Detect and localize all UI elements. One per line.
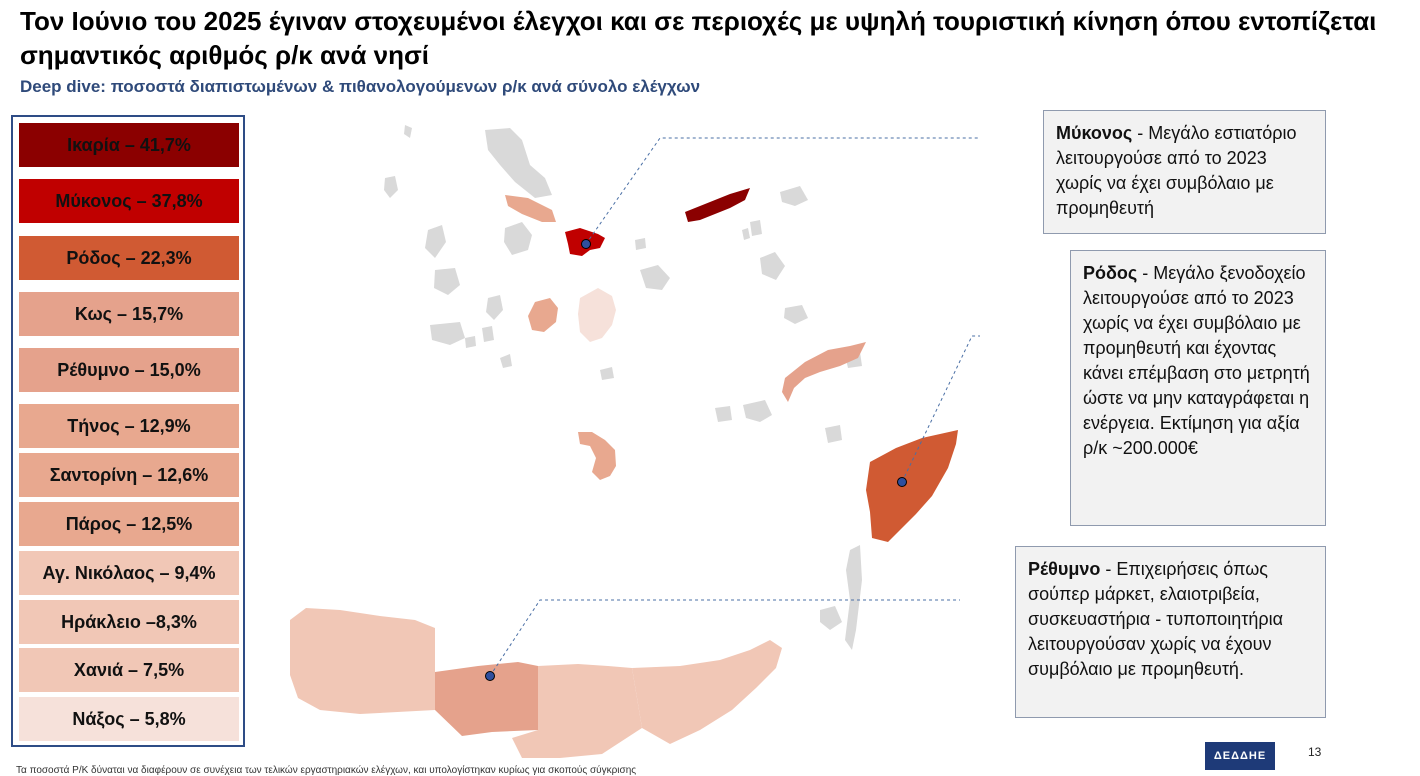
callout-rethymno-name: Ρέθυμνο — [1028, 559, 1101, 579]
leader-line-mykonos — [585, 137, 980, 245]
island-paros — [528, 298, 558, 332]
island-milos — [430, 322, 465, 345]
legend-label: Χανιά – 7,5% — [73, 659, 185, 680]
marker-mykonos — [581, 239, 591, 249]
island-naxos — [578, 288, 616, 342]
island-amorgos — [640, 265, 670, 290]
legend-item-rethymno: Ρέθυμνο – 15,0% — [19, 348, 239, 392]
island-astypalaia — [743, 400, 772, 422]
island-syros — [504, 222, 532, 255]
legend-label: Πάρος – 12,5% — [65, 513, 193, 534]
callout-rethymno-text: - Επιχειρήσεις όπως σούπερ μάρκετ, ελαιο… — [1028, 559, 1284, 679]
legend-item-heraklion: Ηράκλειο –8,3% — [19, 600, 239, 644]
legend-label: Κως – 15,7% — [74, 303, 184, 324]
legend-item-santorini: Σαντορίνη – 12,6% — [19, 453, 239, 497]
legend-box: Ικαρία – 41,7% Μύκονος – 37,8% Ρόδος – 2… — [11, 115, 245, 747]
island-samos-tip — [780, 186, 808, 206]
crete-rethymno — [435, 662, 538, 736]
callout-rethymno: Ρέθυμνο - Επιχειρήσεις όπως σούπερ μάρκε… — [1015, 546, 1326, 718]
island-evia-tip — [404, 125, 412, 138]
island-kea — [384, 176, 398, 198]
marker-rhodes — [897, 477, 907, 487]
crete-heraklion — [512, 664, 642, 758]
legend-label: Σαντορίνη – 12,6% — [49, 464, 209, 485]
callout-mykonos: Μύκονος - Μεγάλο εστιατόριο λειτουργούσε… — [1043, 110, 1326, 234]
island-sifnos — [486, 295, 503, 320]
island-ikaria — [685, 188, 750, 222]
island-folegandros — [465, 336, 476, 348]
company-logo: ΔΕΔΔΗΕ — [1205, 742, 1275, 770]
island-tilos — [825, 425, 842, 443]
island-kasos — [820, 606, 842, 630]
legend-item-rhodes: Ρόδος – 22,3% — [19, 236, 239, 280]
legend-item-tinos: Τήνος – 12,9% — [19, 404, 239, 448]
legend-item-kos: Κως – 15,7% — [19, 292, 239, 336]
legend-item-chania: Χανιά – 7,5% — [19, 648, 239, 692]
island-rhodes — [866, 430, 958, 542]
island-small-1 — [482, 326, 494, 342]
page-number: 13 — [1308, 745, 1322, 759]
legend-item-ikaria: Ικαρία – 41,7% — [19, 123, 239, 167]
island-patmos — [750, 220, 762, 236]
island-kalymnos — [784, 305, 808, 324]
logo-text: ΔΕΔΔΗΕ — [1213, 750, 1267, 762]
leader-line-rethymno — [489, 599, 960, 677]
legend-label: Μύκονος – 37,8% — [55, 190, 203, 211]
callout-rhodes-name: Ρόδος — [1083, 263, 1138, 283]
crete-chania — [290, 608, 435, 714]
island-kythnos — [425, 225, 446, 258]
island-ios-small — [600, 367, 614, 380]
legend-label: Ρόδος – 22,3% — [66, 247, 192, 268]
island-santorini — [578, 432, 616, 480]
island-small-2 — [500, 354, 512, 368]
legend-label: Αγ. Νικόλαος – 9,4% — [42, 562, 216, 583]
legend-item-naxos: Νάξος – 5,8% — [19, 697, 239, 741]
crete-agnikolaos — [632, 640, 782, 744]
legend-item-agnikolaos: Αγ. Νικόλαος – 9,4% — [19, 551, 239, 595]
legend-label: Ρέθυμνο – 15,0% — [57, 359, 201, 380]
callout-mykonos-text: - Μεγάλο εστιατόριο λειτουργούσε από το … — [1056, 123, 1297, 218]
leader-lines — [489, 137, 980, 677]
legend-item-paros: Πάρος – 12,5% — [19, 502, 239, 546]
page-title: Τον Ιούνιο του 2025 έγιναν στοχευμένοι έ… — [20, 6, 1377, 70]
footnote: Τα ποσοστά Ρ/Κ δύναται να διαφέρουν σε σ… — [16, 765, 637, 776]
page-subtitle: Deep dive: ποσοστά διαπιστωμένων & πιθαν… — [20, 77, 701, 96]
island-andros — [485, 128, 552, 198]
island-lipsi — [742, 228, 750, 240]
island-nisyros — [715, 406, 732, 422]
island-karpathos — [845, 545, 862, 650]
island-leros — [760, 252, 785, 280]
callout-mykonos-name: Μύκονος — [1056, 123, 1133, 143]
callout-rhodes: Ρόδος - Μεγάλο ξενοδοχείο λειτουργούσε α… — [1070, 250, 1326, 526]
island-serifos — [434, 268, 460, 295]
legend-label: Ικαρία – 41,7% — [67, 134, 191, 155]
legend-label: Νάξος – 5,8% — [72, 708, 186, 729]
island-donousa — [635, 238, 646, 250]
island-kos — [782, 342, 866, 402]
gray-islands — [384, 125, 862, 650]
aegean-islands-map — [290, 125, 980, 758]
callout-rhodes-text: - Μεγάλο ξενοδοχείο λειτουργούσε από το … — [1083, 263, 1310, 458]
legend-label: Τήνος – 12,9% — [67, 415, 191, 436]
marker-rethymno — [485, 671, 495, 681]
island-tinos — [505, 195, 556, 222]
legend-item-mykonos: Μύκονος – 37,8% — [19, 179, 239, 223]
legend-label: Ηράκλειο –8,3% — [61, 611, 197, 632]
